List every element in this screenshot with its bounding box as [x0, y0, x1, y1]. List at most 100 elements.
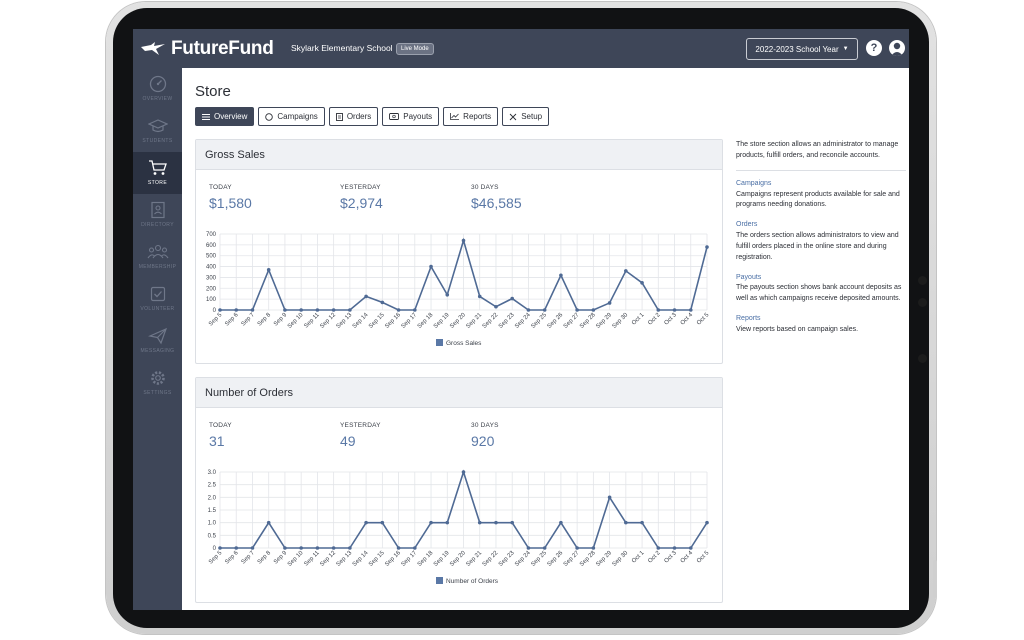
info-payouts: Payouts The payouts section shows bank a…: [736, 273, 906, 306]
user-avatar-button[interactable]: [889, 40, 905, 56]
contact-card-icon: [150, 201, 165, 219]
page-title: Store: [195, 83, 231, 100]
data-point: [380, 520, 385, 525]
data-point: [477, 294, 482, 299]
x-tick-label: Sep 10: [287, 312, 305, 330]
x-tick-label: Sep 8: [257, 550, 273, 566]
sidebar-item-label: STUDENTS: [142, 138, 173, 144]
tablet-side-button: [933, 560, 937, 598]
x-tick-label: Oct 2: [647, 312, 662, 327]
school-year-select[interactable]: 2022-2023 School Year ▼: [746, 38, 858, 60]
list-icon: [202, 113, 210, 120]
data-point: [640, 520, 644, 525]
data-point: [656, 546, 661, 550]
campaigns-link[interactable]: Campaigns: [736, 179, 772, 187]
tab-reports[interactable]: Reports: [443, 107, 499, 126]
data-point: [364, 520, 368, 525]
data-point: [461, 238, 466, 243]
x-tick-label: Sep 29: [595, 312, 613, 330]
sidebar-item-membership[interactable]: MEMBERSHIP: [133, 236, 182, 278]
info-text: Campaigns represent products available f…: [736, 190, 900, 209]
x-tick-label: Oct 4: [680, 550, 695, 565]
x-tick-label: Sep 13: [336, 550, 354, 568]
brand-logo[interactable]: FutureFund: [141, 38, 274, 60]
graduation-cap-icon: [147, 119, 168, 133]
reports-link[interactable]: Reports: [736, 315, 761, 323]
sidebar-item-label: MESSAGING: [140, 348, 175, 354]
x-tick-label: Sep 5: [208, 312, 224, 328]
data-point: [688, 546, 693, 550]
orders-link[interactable]: Orders: [736, 221, 758, 229]
y-tick-label: 0: [213, 308, 217, 314]
data-point: [559, 520, 563, 525]
user-icon: [891, 42, 903, 56]
store-tabs: Overview Campaigns Orders Payouts Report…: [195, 107, 550, 126]
data-point: [494, 304, 498, 309]
x-tick-label: Sep 28: [579, 312, 597, 330]
tab-overview[interactable]: Overview: [195, 107, 255, 126]
stat-today: TODAY $1,580: [209, 184, 252, 211]
x-tick-label: Sep 6: [224, 312, 240, 328]
x-tick-label: Sep 11: [303, 312, 321, 330]
data-point: [331, 546, 336, 550]
data-point: [283, 546, 287, 550]
data-point: [591, 308, 596, 312]
stat-label: 30 DAYS: [471, 422, 499, 429]
x-tick-label: Sep 26: [547, 550, 565, 568]
data-point: [348, 546, 352, 550]
y-tick-label: 1.0: [208, 521, 217, 527]
app-screen: FutureFund Skylark Elementary School Liv…: [133, 29, 909, 610]
data-point: [429, 264, 433, 269]
data-point: [672, 546, 677, 550]
help-button[interactable]: ?: [866, 40, 882, 56]
stat-value: 49: [340, 433, 356, 449]
x-tick-label: Sep 12: [319, 550, 337, 568]
stat-30-days: 30 DAYS $46,585: [471, 184, 522, 211]
caret-down-icon: ▼: [842, 46, 849, 52]
sidebar-item-settings[interactable]: SETTINGS: [133, 362, 182, 404]
top-bar: FutureFund Skylark Elementary School Liv…: [133, 29, 909, 68]
x-tick-label: Oct 2: [647, 550, 662, 565]
stat-value: $2,974: [340, 195, 383, 211]
sidebar-item-volunteer[interactable]: VOLUNTEER: [133, 278, 182, 320]
sidebar-item-label: SETTINGS: [143, 390, 172, 396]
x-tick-label: Sep 16: [384, 312, 402, 330]
legend-swatch: [436, 577, 443, 584]
y-tick-label: 400: [206, 265, 217, 271]
payouts-link[interactable]: Payouts: [736, 273, 762, 281]
brand-name: FutureFund: [171, 38, 274, 59]
x-tick-label: Sep 8: [257, 312, 273, 328]
gear-icon: [150, 371, 165, 385]
panel-title: Gross Sales: [196, 140, 722, 170]
x-tick-label: Sep 24: [514, 312, 532, 330]
sidebar-item-directory[interactable]: DIRECTORY: [133, 194, 182, 236]
data-point: [218, 308, 222, 312]
tab-payouts[interactable]: Payouts: [382, 107, 440, 126]
info-column: The store section allows an administrato…: [736, 140, 906, 345]
data-point: [477, 520, 482, 525]
x-tick-label: Sep 12: [319, 312, 337, 330]
sidebar-item-overview[interactable]: OVERVIEW: [133, 68, 182, 110]
stat-value: 920: [471, 433, 495, 449]
sidebar-item-store[interactable]: STORE: [133, 152, 182, 194]
tab-campaigns[interactable]: Campaigns: [258, 107, 325, 126]
coin-icon: [265, 112, 274, 121]
info-campaigns: Campaigns Campaigns represent products a…: [736, 179, 906, 212]
data-point: [607, 301, 612, 305]
x-tick-label: Sep 15: [368, 550, 386, 568]
tab-orders[interactable]: Orders: [328, 107, 379, 126]
data-point: [429, 520, 433, 525]
stat-label: TODAY: [209, 184, 232, 191]
x-tick-label: Sep 10: [287, 550, 305, 568]
sidebar-item-messaging[interactable]: MESSAGING: [133, 320, 182, 362]
x-tick-label: Sep 17: [401, 312, 419, 330]
y-tick-label: 200: [206, 286, 217, 292]
data-point: [218, 546, 222, 550]
tab-setup[interactable]: Setup: [502, 107, 550, 126]
x-tick-label: Oct 3: [664, 312, 679, 327]
x-tick-label: Sep 14: [352, 550, 370, 568]
x-tick-label: Sep 28: [579, 550, 597, 568]
x-tick-label: Sep 14: [352, 312, 370, 330]
sidebar-item-students[interactable]: STUDENTS: [133, 110, 182, 152]
chart-line-icon: [450, 113, 460, 120]
